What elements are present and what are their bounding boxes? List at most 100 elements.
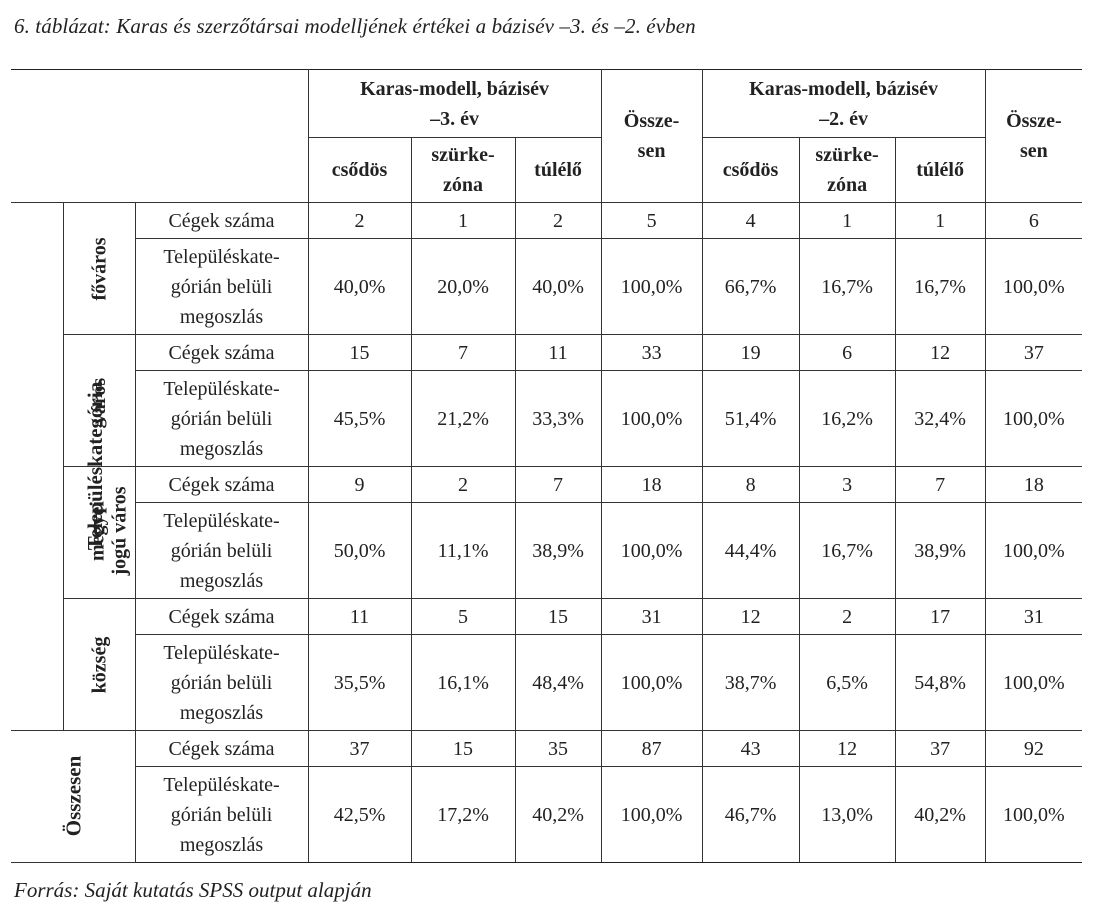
table-caption: 6. táblázat: Karas és szerzőtársai model…	[14, 14, 696, 38]
row-label-share: Településkate-górián belüli megoszlás	[135, 766, 309, 863]
category-name-cell: város	[63, 334, 136, 467]
count-cell: 7	[894, 466, 986, 503]
count-cell: 4	[701, 202, 800, 239]
count-cell: 1	[410, 202, 516, 239]
share-cell: 40,2%	[894, 766, 986, 863]
subheader-csodos: csődös	[701, 137, 800, 203]
count-cell: 12	[798, 730, 896, 767]
count-cell: 15	[410, 730, 516, 767]
count-cell: 15	[514, 598, 602, 635]
count-cell: 11	[307, 598, 412, 635]
total-block-name-cell: Összesen	[11, 730, 136, 863]
share-cell: 21,2%	[410, 370, 516, 467]
total-block-label: Összesen	[60, 755, 85, 836]
share-cell: 35,5%	[307, 634, 412, 731]
row-label-count: Cégek száma	[134, 598, 309, 635]
count-cell: 35	[514, 730, 602, 767]
count-cell: 3	[798, 466, 896, 503]
count-cell: 2	[514, 202, 602, 239]
row-label-share: Településkate-górián belüli megoszlás	[135, 370, 309, 467]
count-cell: 5	[600, 202, 703, 239]
share-cell: 40,0%	[307, 238, 412, 335]
count-cell: 31	[984, 598, 1083, 635]
count-cell: 9	[307, 466, 412, 503]
count-cell: 2	[798, 598, 896, 635]
subheader-szurkezona: szürke- zóna	[798, 137, 896, 203]
share-cell: 38,9%	[894, 502, 986, 599]
count-cell: 1	[798, 202, 896, 239]
count-cell: 37	[307, 730, 412, 767]
share-cell: 16,7%	[798, 238, 896, 335]
category-name-label: város	[88, 377, 110, 424]
count-cell: 37	[894, 730, 986, 767]
share-cell: 100,0%	[984, 502, 1083, 599]
row-label-count: Cégek száma	[134, 334, 309, 371]
count-cell: 33	[600, 334, 703, 371]
share-cell: 51,4%	[701, 370, 800, 467]
row-label-count: Cégek száma	[134, 466, 309, 503]
subheader-csodos: csődös	[308, 137, 412, 203]
count-cell: 43	[701, 730, 800, 767]
table-row: város Cégek száma 15 7 11 33 19 6 12 37	[11, 334, 1083, 467]
category-name-cell: község	[63, 598, 136, 731]
count-cell: 11	[514, 334, 602, 371]
share-cell: 100,0%	[984, 238, 1083, 335]
share-cell: 100,0%	[600, 766, 703, 863]
table-row: Településkate-górián belüli megoszlás 35,5…	[11, 634, 1083, 731]
count-cell: 1	[894, 202, 986, 239]
data-table: Karas-modell, bázisév –3. év Össze- sen …	[11, 69, 1083, 863]
count-cell: 92	[984, 730, 1083, 767]
subheader-tulelo: túlélő	[894, 137, 986, 203]
share-cell: 100,0%	[600, 370, 703, 467]
total-header-year-2: Össze- sen	[984, 69, 1083, 203]
table-row: Településkate-górián belüli megoszlás 42,5…	[11, 766, 1083, 863]
table-row: Településkate-górián belüli megoszlás 40,0…	[11, 238, 1083, 335]
share-cell: 38,7%	[701, 634, 800, 731]
category-name-cell: megyei jogú város	[63, 466, 136, 599]
table-row: Összesen Cégek száma 37 15 35 87 43 12 37 92	[11, 730, 1083, 863]
share-cell: 100,0%	[600, 634, 703, 731]
count-cell: 37	[984, 334, 1083, 371]
share-cell: 54,8%	[894, 634, 986, 731]
count-cell: 15	[307, 334, 412, 371]
count-cell: 17	[894, 598, 986, 635]
share-cell: 32,4%	[894, 370, 986, 467]
count-cell: 6	[798, 334, 896, 371]
share-cell: 6,5%	[798, 634, 896, 731]
group-header-year-3: Karas-modell, bázisév –3. év	[307, 69, 602, 138]
subheader-szurkezona: szürke- zóna	[410, 137, 516, 203]
share-cell: 16,2%	[798, 370, 896, 467]
share-cell: 66,7%	[701, 238, 800, 335]
outer-category-cell: Településkategória	[11, 202, 107, 731]
total-header-year-3: Össze- sen	[600, 69, 703, 203]
table-row: Településkate-górián belüli megoszlás 50,0…	[11, 502, 1083, 599]
count-cell: 31	[600, 598, 703, 635]
count-cell: 19	[701, 334, 800, 371]
count-cell: 5	[410, 598, 516, 635]
row-label-share: Településkate-górián belüli megoszlás	[135, 634, 309, 731]
count-cell: 7	[514, 466, 602, 503]
share-cell: 100,0%	[600, 238, 703, 335]
category-name-label: megyei jogú város	[86, 485, 131, 576]
table-row: Településkategória főváros Cégek száma 2 1 2 5…	[11, 202, 1083, 731]
share-cell: 100,0%	[984, 370, 1083, 467]
count-cell: 18	[600, 466, 703, 503]
share-cell: 100,0%	[984, 766, 1083, 863]
share-cell: 17,2%	[410, 766, 516, 863]
share-cell: 11,1%	[410, 502, 516, 599]
share-cell: 13,0%	[798, 766, 896, 863]
table-source: Forrás: Saját kutatás SPSS output alapjá…	[14, 878, 372, 902]
count-cell: 12	[894, 334, 986, 371]
share-cell: 45,5%	[307, 370, 412, 467]
share-cell: 100,0%	[984, 634, 1083, 731]
share-cell: 16,7%	[894, 238, 986, 335]
count-cell: 18	[984, 466, 1083, 503]
count-cell: 12	[701, 598, 800, 635]
share-cell: 20,0%	[410, 238, 516, 335]
table-row: Településkate-górián belüli megoszlás 45,5…	[11, 370, 1083, 467]
header-row-2: csődös szürke- zóna túlélő csődös szürke…	[11, 137, 1082, 203]
table-row: megyei jogú város Cégek száma 9 2 7 18 8 3 7 18	[11, 466, 1083, 599]
count-cell: 8	[701, 466, 800, 503]
category-name-cell: főváros	[62, 202, 136, 335]
header-row-1: Karas-modell, bázisév –3. év Össze- sen …	[11, 69, 1083, 203]
